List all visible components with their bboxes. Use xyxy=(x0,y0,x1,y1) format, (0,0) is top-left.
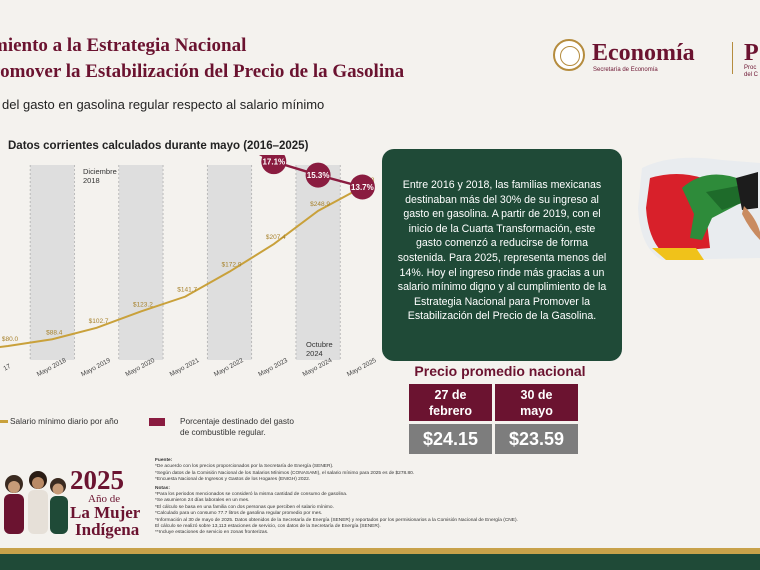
women-illustration-icon xyxy=(4,471,68,534)
brand2-sub-line1: Proc xyxy=(744,65,757,71)
price-date-2-line1: 30 de xyxy=(520,388,553,402)
price-value-1: $24.15 xyxy=(409,424,492,454)
wage-data-label: $141.7 xyxy=(177,287,197,294)
x-tick-label: Mayo 2019 xyxy=(80,357,112,378)
wage-line xyxy=(0,186,363,349)
percent-marker xyxy=(305,162,331,188)
year-badge-year: 2025 xyxy=(70,465,124,495)
brand-name: Economía xyxy=(592,40,695,66)
notes-source-1: *De acuerdo con los precios proporcionad… xyxy=(155,464,334,470)
legend-label-percent-line1: Porcentaje destinado del gasto xyxy=(180,416,294,426)
wage-data-label: $248.9 xyxy=(310,201,330,208)
year-badge-line1: Año de xyxy=(88,493,121,505)
wage-data-label: $123.2 xyxy=(133,301,153,308)
legend-label-percent: Porcentaje destinado del gasto de combus… xyxy=(180,416,294,438)
x-tick-label: Mayo 2023 xyxy=(257,357,289,378)
bottom-green-bar xyxy=(0,554,760,570)
wage-data-label: $207.4 xyxy=(266,234,286,241)
year-badge-line3: Indígena xyxy=(75,520,140,539)
price-date-1: 27 de febrero xyxy=(409,384,492,421)
annotation-dec-2018-line1: Diciembre xyxy=(83,167,117,176)
page-title-line2: romover la Estabilización del Precio de … xyxy=(0,61,405,82)
x-tick-label: Mayo 2024 xyxy=(302,357,334,378)
x-tick-label: 17 xyxy=(2,363,12,373)
wage-data-label: $172.9 xyxy=(222,262,242,269)
note-4: *Calculado para un consumo 77.7 litros d… xyxy=(155,511,323,517)
price-date-2: 30 de mayo xyxy=(495,384,578,421)
info-box: Entre 2016 y 2018, las familias mexicana… xyxy=(382,149,622,361)
percent-marker xyxy=(261,155,287,175)
notes-source-2: *Según datos de la Comisión Nacional de … xyxy=(155,470,415,476)
price-title: Precio promedio nacional xyxy=(414,363,586,379)
note-2: *Se asumieron 24 días laborales en un me… xyxy=(155,498,250,504)
chart-title: Datos corrientes calculados durante mayo… xyxy=(8,140,309,152)
footnotes: Fuente: *De acuerdo con los precios prop… xyxy=(155,458,615,537)
annotation-oct-2024: Octubre 2024 xyxy=(306,340,333,358)
shaded-band xyxy=(296,165,341,360)
price-date-1-line1: 27 de xyxy=(434,388,467,402)
page-subtitle: del gasto en gasolina regular respecto a… xyxy=(2,97,325,112)
price-value-2: $23.59 xyxy=(495,424,578,454)
brand-divider xyxy=(732,42,733,74)
legend-label-percent-line2: de combustible regular. xyxy=(180,427,266,437)
price-date-1-line2: febrero xyxy=(428,404,473,418)
note-3: *El cálculo se basa en una familia con d… xyxy=(155,504,334,510)
annotation-oct-2024-line2: 2024 xyxy=(306,349,323,358)
x-tick-label: Mayo 2020 xyxy=(124,357,156,378)
note-1: *Para los periodos mencionados se consid… xyxy=(155,492,348,498)
brand2-sub: Proc del C xyxy=(744,65,758,79)
percent-marker xyxy=(349,174,375,200)
annotation-dec-2018: Diciembre 2018 xyxy=(83,167,117,185)
annotation-oct-2024-line1: Octubre xyxy=(306,340,333,349)
note-5: *Información al 30 de mayo de 2025. Dato… xyxy=(155,517,518,523)
notes-source-heading: Fuente: xyxy=(155,458,173,463)
page-title-line1: miento a la Estrategia Nacional xyxy=(0,35,247,56)
shaded-band xyxy=(30,165,75,360)
legend-swatch-percent xyxy=(149,418,165,426)
percent-line xyxy=(258,155,363,189)
x-tick-label: Mayo 2025 xyxy=(346,357,378,378)
gas-nozzle-icon xyxy=(638,157,760,260)
brand-sub: Secretaría de Economía xyxy=(593,67,658,73)
legend-label-wage: Salario mínimo diario por año xyxy=(10,416,119,426)
brand2-name: P xyxy=(744,40,759,66)
note-6: El cálculo se realizó sobre 13,113 estac… xyxy=(155,524,381,530)
notes-source-3: *Encuesta Nacional de Ingresos y Gastos … xyxy=(155,477,311,483)
annotation-dec-2018-line2: 2018 xyxy=(83,176,100,185)
wage-data-label: $88.4 xyxy=(46,329,63,336)
bottom-gold-strip xyxy=(0,548,760,554)
x-tick-label: Mayo 2021 xyxy=(169,357,201,378)
line-chart: $80.0 $88.4 $102.7 $123.2 $141.7 $172.9 $207.4… xyxy=(0,155,378,378)
percent-data-label: 13.7% xyxy=(351,183,374,192)
wage-data-label: $80.0 xyxy=(2,336,19,343)
year-badge-line2: La Mujer xyxy=(70,503,141,522)
x-tick-label: Mayo 2018 xyxy=(36,357,68,378)
price-date-2-line2: mayo xyxy=(520,404,553,418)
brand2-sub-line2: del C xyxy=(744,72,759,78)
x-tick-label: Mayo 2022 xyxy=(213,357,245,378)
note-7: **Incluye estaciones de servicio en zona… xyxy=(155,530,269,536)
notes-heading: Notas: xyxy=(155,485,170,491)
seal-inner-icon xyxy=(560,46,580,66)
percent-data-label: 17.1% xyxy=(262,157,285,166)
legend-swatch-wage xyxy=(0,420,8,423)
info-text: Entre 2016 y 2018, las familias mexicana… xyxy=(397,179,607,323)
wage-data-label: $102.7 xyxy=(89,318,109,325)
percent-data-label: 15.3% xyxy=(307,171,330,180)
shaded-band xyxy=(118,165,163,360)
